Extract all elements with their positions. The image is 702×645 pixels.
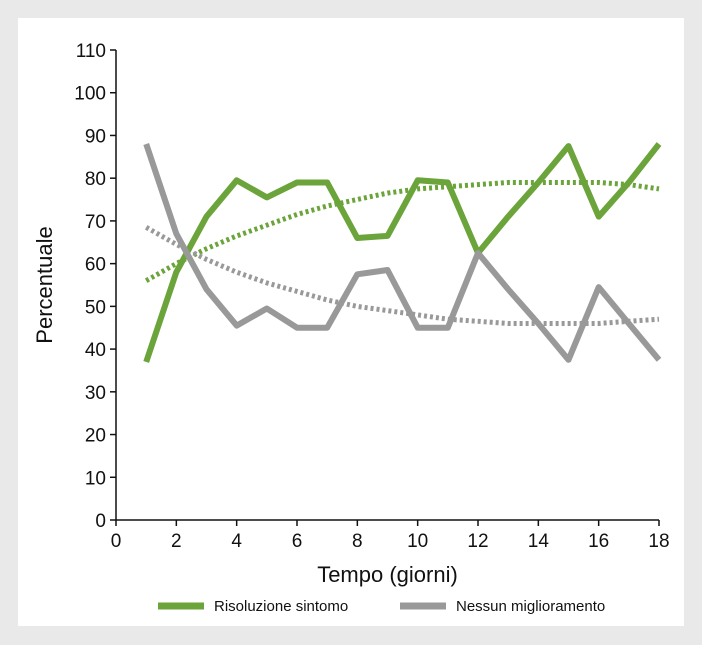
y-tick-label: 70 <box>85 212 106 233</box>
x-axis-title: Tempo (giorni) <box>317 562 458 587</box>
y-tick-label: 0 <box>95 511 106 532</box>
trendline-trend-grey <box>144 225 660 326</box>
y-tick-label: 80 <box>85 169 106 190</box>
y-tick-label: 40 <box>85 340 106 361</box>
y-axis-title: Percentuale <box>32 226 57 343</box>
x-tick-label: 2 <box>171 531 182 552</box>
chart-card: 0 2 4 6 8 10 12 14 16 18 0 10 20 30 40 50 60 70 80 90 100 11… <box>18 18 684 626</box>
x-tick-label: 0 <box>111 531 122 552</box>
x-tick-label: 12 <box>467 531 488 552</box>
axes <box>115 50 659 521</box>
x-tick-label: 18 <box>648 531 669 552</box>
x-tick-label: 16 <box>588 531 609 552</box>
legend-label: Nessun miglioramento <box>456 598 605 615</box>
x-tick-label: 14 <box>528 531 550 552</box>
x-tick-label: 8 <box>352 531 363 552</box>
trendline-trend-green <box>144 180 660 283</box>
series-group <box>143 142 662 363</box>
x-tick-label: 4 <box>231 531 242 552</box>
x-ticks: 0 2 4 6 8 10 12 14 16 18 <box>111 520 670 552</box>
y-tick-label: 60 <box>85 255 106 276</box>
y-tick-label: 10 <box>85 468 106 489</box>
series-line-nessun-miglioramento-grey <box>143 143 662 363</box>
y-tick-label: 20 <box>85 426 106 447</box>
y-tick-label: 50 <box>85 297 106 318</box>
y-ticks: 0 10 20 30 40 50 60 70 80 90 100 110 <box>74 41 116 532</box>
y-tick-label: 100 <box>74 84 106 105</box>
y-tick-label: 110 <box>76 41 106 62</box>
y-tick-label: 90 <box>85 126 106 147</box>
x-tick-label: 6 <box>292 531 303 552</box>
line-chart: 0 2 4 6 8 10 12 14 16 18 0 10 20 30 40 50 60 70 80 90 100 11… <box>32 41 670 615</box>
y-tick-label: 30 <box>85 383 106 404</box>
series-line-risoluzione-sintomo-green <box>143 142 662 363</box>
legend-label: Risoluzione sintomo <box>214 598 348 615</box>
legend: Risoluzione sintomo Nessun miglioramento <box>158 598 605 615</box>
x-tick-label: 10 <box>407 531 428 552</box>
